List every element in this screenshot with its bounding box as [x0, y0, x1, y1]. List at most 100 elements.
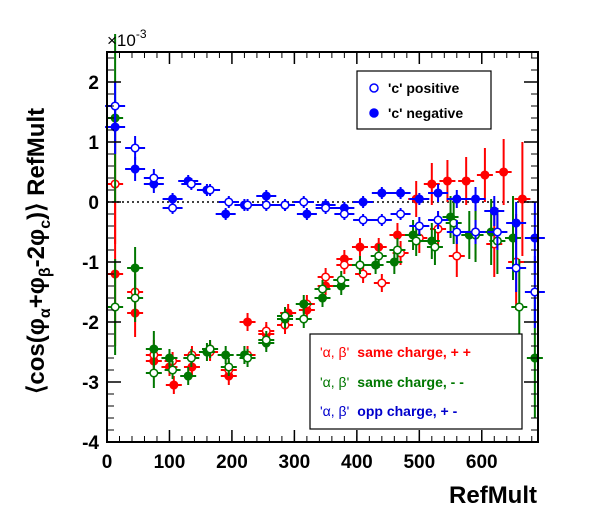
data-point	[358, 197, 368, 207]
data-point	[205, 185, 215, 195]
data-point	[261, 191, 271, 201]
y-tick-label: -2	[82, 313, 99, 334]
legend-charge-box	[356, 70, 492, 130]
y-axis-title: ⟨cos(φα+φβ-2φc)⟩ RefMult	[23, 108, 54, 394]
data-point	[168, 203, 178, 213]
data-point	[224, 362, 234, 372]
y-axis-ticks: -4 -3 -2 -1 0 1 2	[82, 57, 538, 454]
legend-pair-pm-greek: 'α, β'	[320, 403, 349, 419]
data-point	[514, 302, 524, 312]
data-point	[461, 176, 471, 186]
data-point	[355, 260, 365, 270]
data-point	[149, 368, 159, 378]
data-point	[186, 179, 196, 189]
data-point	[130, 143, 140, 153]
data-point	[317, 284, 328, 294]
data-point	[427, 179, 437, 189]
y-tick-label: 1	[88, 133, 99, 154]
data-point	[339, 209, 349, 219]
data-point	[299, 197, 309, 207]
data-point	[470, 194, 481, 204]
data-point	[149, 173, 159, 183]
data-point	[224, 197, 234, 207]
legend-filled-circle-marker	[369, 108, 379, 118]
data-point	[433, 215, 443, 225]
y-tick-label: -3	[82, 373, 99, 394]
data-point	[186, 353, 196, 363]
x-axis-ticks: 0 100 200 300 400 500 600	[102, 52, 533, 473]
data-point	[110, 302, 120, 312]
legend-pair-pm: 'α, β' opp charge, + -	[320, 403, 458, 419]
x-tick-label: 100	[154, 452, 186, 473]
data-point	[130, 263, 140, 273]
data-point	[452, 194, 462, 204]
y-tick-label: 2	[88, 73, 99, 94]
data-point	[168, 194, 178, 204]
legend-charge-positive: 'c' positive	[369, 80, 459, 96]
data-point	[339, 260, 349, 270]
data-point	[411, 236, 421, 246]
data-point	[242, 353, 253, 363]
data-point	[355, 242, 365, 252]
data-point	[480, 170, 490, 180]
data-layer	[105, 34, 545, 418]
data-point	[336, 275, 346, 285]
data-point	[280, 311, 290, 321]
legend-pair-pp: 'α, β' same charge, + +	[320, 344, 471, 360]
data-point	[517, 194, 527, 204]
y-tick-label: -4	[82, 433, 99, 454]
data-point	[489, 206, 499, 216]
x-axis-title: RefMult	[449, 482, 537, 509]
data-point	[492, 227, 502, 237]
data-point	[149, 344, 159, 354]
data-point	[377, 188, 387, 198]
legend-pair-mm: 'α, β' same charge, - -	[320, 374, 464, 390]
legend-charge-positive-label: 'c' positive	[388, 80, 459, 96]
data-point	[452, 227, 462, 237]
legend-charge: 'c' positive 'c' negative	[356, 70, 492, 130]
x-tick-label: 200	[216, 452, 248, 473]
data-point	[205, 344, 215, 354]
data-point	[299, 299, 309, 309]
series-5	[105, 82, 545, 328]
data-point	[511, 263, 521, 273]
x-tick-label: 0	[102, 452, 113, 473]
x-tick-label: 600	[466, 452, 498, 473]
data-point	[299, 314, 309, 324]
data-point	[396, 188, 406, 198]
data-point	[302, 209, 312, 219]
data-point	[442, 176, 452, 186]
y-tick-label: 0	[88, 193, 99, 214]
data-point	[377, 278, 387, 288]
data-point	[377, 215, 387, 225]
legend-charge-negative: 'c' negative	[369, 105, 463, 121]
data-point	[164, 353, 175, 363]
data-point	[452, 251, 462, 261]
y-tick-label: -1	[82, 253, 99, 274]
data-point	[130, 293, 140, 303]
data-point	[392, 230, 403, 240]
data-point	[183, 371, 193, 381]
plot-frame	[106, 51, 539, 443]
data-point	[414, 194, 424, 204]
data-point	[169, 380, 179, 390]
data-point	[374, 251, 384, 261]
data-point	[130, 164, 140, 174]
legend-pairs-box	[309, 333, 523, 430]
data-point	[321, 272, 331, 282]
data-point	[511, 218, 521, 228]
data-point	[470, 227, 481, 237]
legend-pair-mm-label: same charge, - -	[357, 374, 464, 390]
data-point	[392, 245, 403, 255]
legend-pair-pp-label: same charge, + +	[357, 344, 471, 360]
data-point	[321, 203, 331, 213]
x-tick-label: 500	[403, 452, 435, 473]
data-point	[168, 365, 178, 375]
legend-pair-pm-label: opp charge, + -	[357, 403, 457, 419]
data-point	[414, 221, 424, 231]
legend-open-circle-marker	[369, 83, 379, 93]
data-point	[242, 200, 253, 210]
x-tick-label: 400	[341, 452, 373, 473]
data-point	[261, 335, 271, 345]
